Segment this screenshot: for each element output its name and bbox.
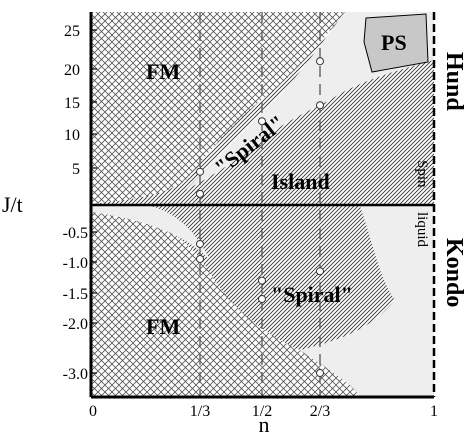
data-point bbox=[258, 295, 266, 303]
label-spiral-lower: "Spiral" bbox=[271, 282, 353, 307]
label-fm-upper: FM bbox=[146, 59, 180, 84]
data-point bbox=[258, 117, 266, 126]
y-tick-15: 15 bbox=[64, 95, 80, 112]
x-tick-1: 1 bbox=[430, 403, 438, 420]
data-point bbox=[316, 369, 324, 377]
y-tick-5: 5 bbox=[72, 161, 80, 178]
y-axis-title: J/t bbox=[2, 192, 23, 217]
label-liquid: liquid bbox=[414, 212, 430, 248]
label-ps: PS bbox=[381, 30, 407, 55]
fm-lower-region bbox=[91, 206, 360, 397]
side-label-kondo: Kondo bbox=[441, 238, 467, 307]
x-tick-1-2: 1/2 bbox=[252, 403, 272, 420]
spiral-lower-band bbox=[300, 206, 434, 397]
y-tick-m3-0: -3.0 bbox=[63, 366, 88, 383]
label-fm-lower: FM bbox=[146, 314, 180, 339]
data-point bbox=[196, 167, 204, 176]
data-point bbox=[316, 57, 324, 66]
x-tick-0: 0 bbox=[89, 403, 97, 420]
data-point bbox=[196, 240, 204, 248]
y-tick-25: 25 bbox=[64, 23, 80, 40]
data-points bbox=[196, 57, 324, 377]
x-tick-1-3: 1/3 bbox=[190, 403, 210, 420]
y-tick-m1-5: -1.5 bbox=[63, 286, 88, 303]
data-point bbox=[196, 189, 204, 198]
data-point bbox=[196, 255, 204, 263]
y-tick-10: 10 bbox=[64, 127, 80, 144]
y-tick-m2-0: -2.0 bbox=[63, 316, 88, 333]
x-tick-2-3: 2/3 bbox=[310, 403, 330, 420]
ps-region bbox=[363, 13, 429, 73]
fm-upper-region bbox=[91, 12, 345, 204]
x-axis-title: n bbox=[259, 412, 270, 435]
y-tick-20: 20 bbox=[64, 62, 80, 79]
y-tick-m0-5: -0.5 bbox=[63, 225, 88, 242]
dashed-guides bbox=[199, 12, 321, 397]
label-spin: Spin bbox=[414, 160, 430, 188]
data-point bbox=[316, 267, 324, 276]
y-tick-m1-0: -1.0 bbox=[63, 255, 88, 272]
side-label-hund: Hund bbox=[441, 52, 467, 111]
data-point bbox=[316, 101, 324, 110]
data-point bbox=[258, 276, 266, 285]
spiral-lower-edge bbox=[91, 206, 210, 260]
y-tick-marks bbox=[91, 29, 97, 374]
label-island: Island bbox=[271, 169, 330, 194]
